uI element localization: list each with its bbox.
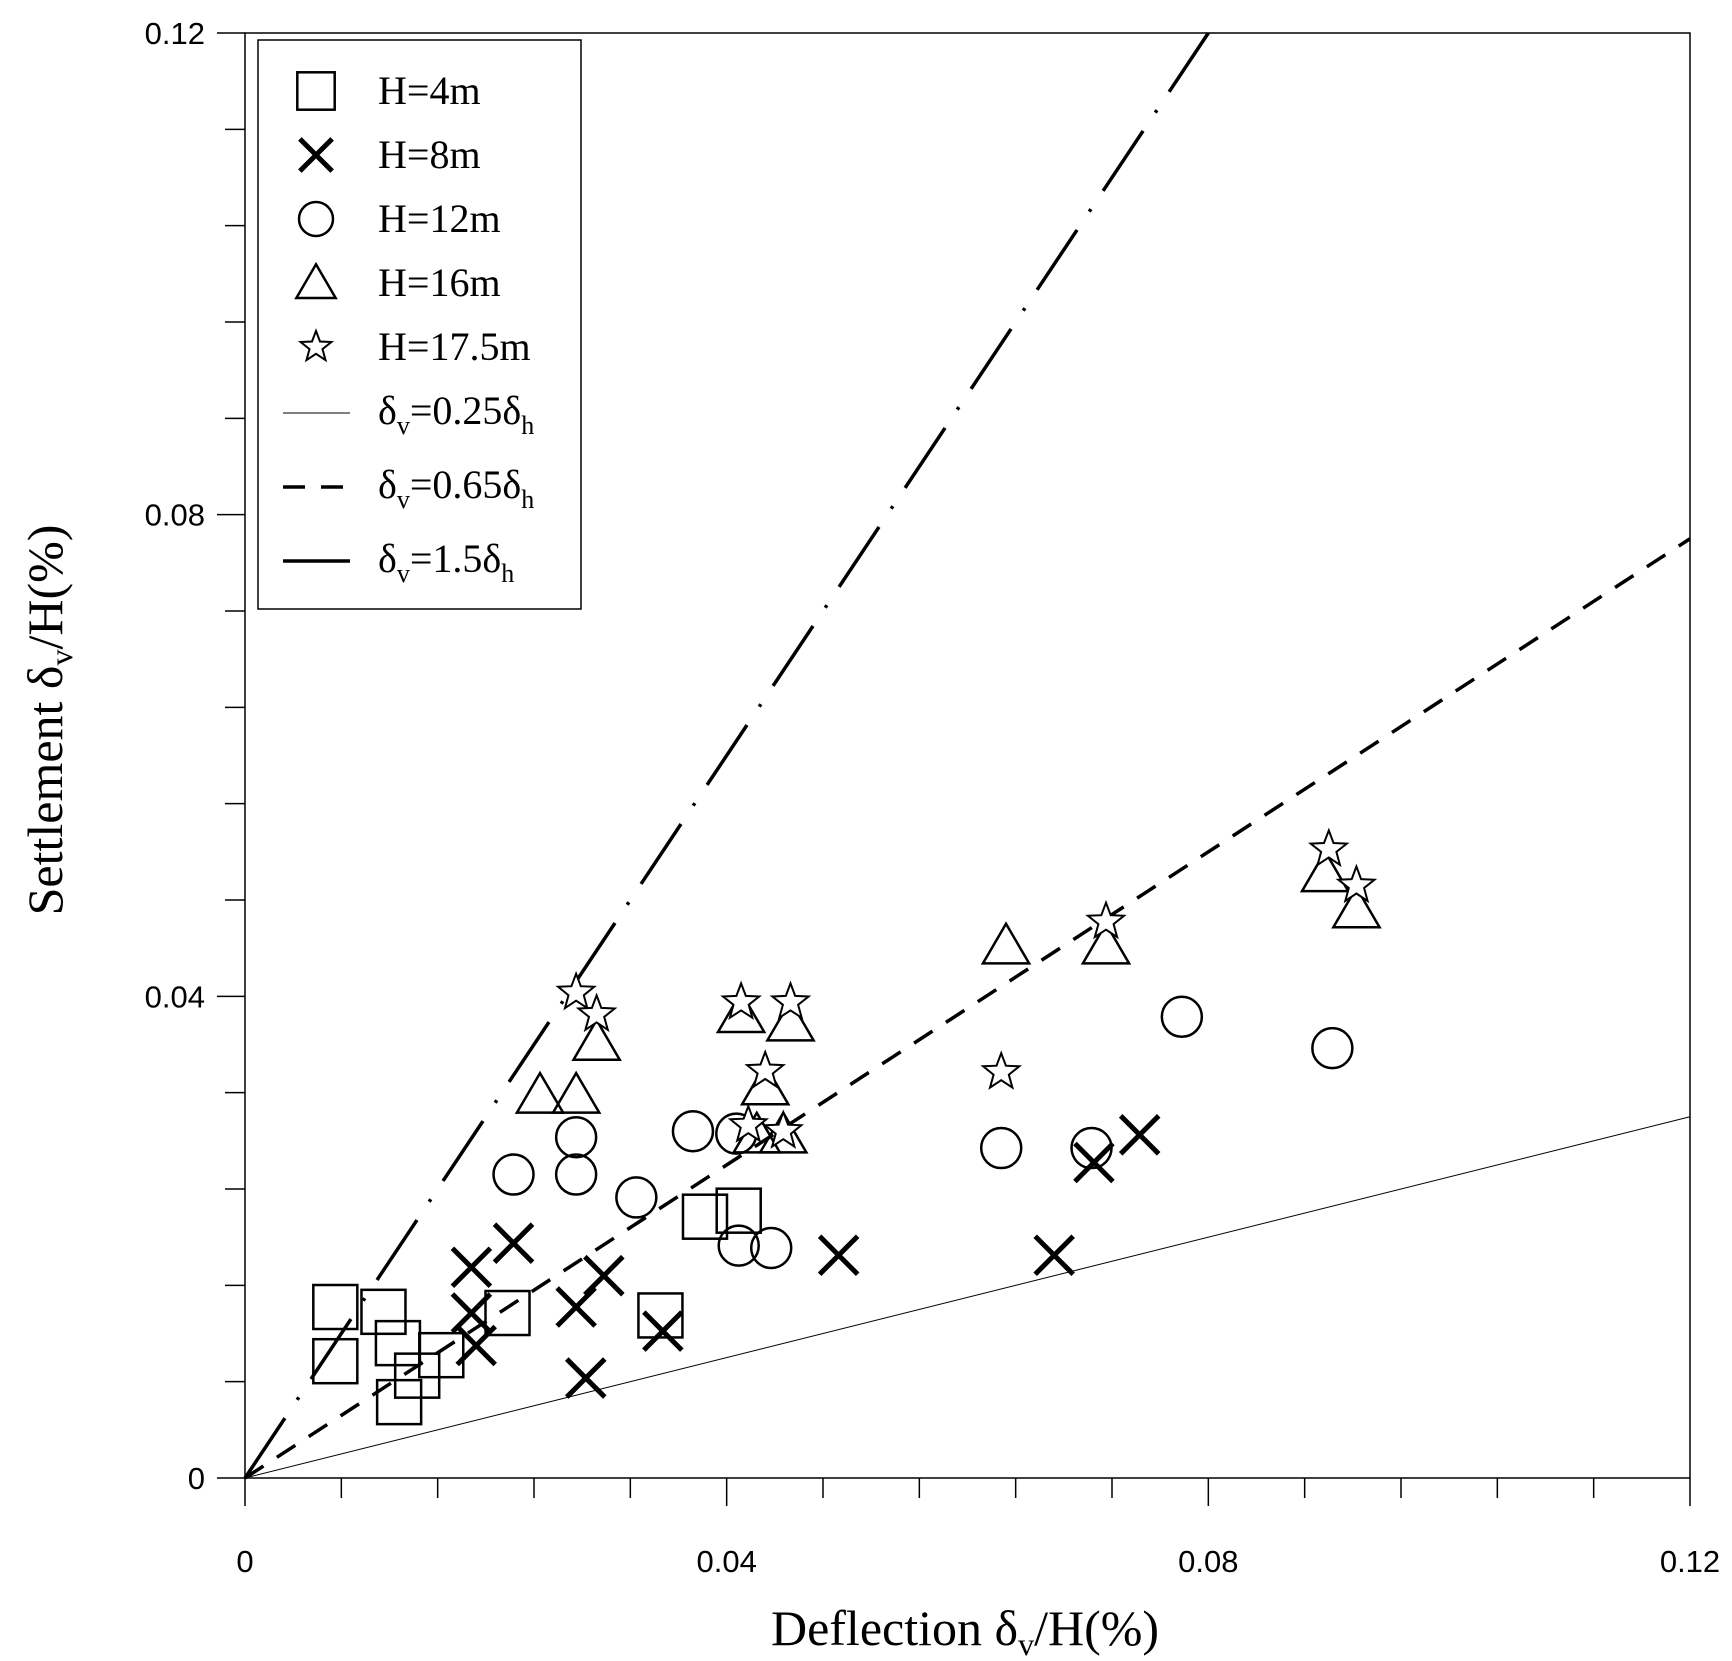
reference-line-thin bbox=[244, 1116, 1691, 1479]
plot-frame bbox=[244, 32, 1691, 1479]
x-tick-label: 0 bbox=[236, 1544, 253, 1579]
star-point bbox=[769, 980, 812, 1020]
x-point bbox=[450, 1246, 493, 1289]
x-point bbox=[817, 1234, 860, 1276]
star-point bbox=[1307, 827, 1350, 868]
x-tick-label: 0.04 bbox=[696, 1544, 756, 1579]
circle-point bbox=[492, 1153, 535, 1196]
square-point bbox=[312, 1283, 359, 1331]
square-point bbox=[484, 1289, 531, 1337]
triangle-point bbox=[550, 1070, 602, 1114]
circle-point bbox=[1160, 995, 1204, 1039]
x-point bbox=[583, 1254, 625, 1297]
square-point bbox=[715, 1187, 762, 1234]
triangle-point bbox=[1331, 885, 1382, 929]
circle-point bbox=[717, 1224, 760, 1267]
y-axis-ticks: 0 0.04 0.08 0.12 bbox=[145, 16, 245, 1496]
star-point bbox=[720, 980, 762, 1020]
circle-point bbox=[979, 1126, 1023, 1170]
square-point bbox=[393, 1352, 441, 1399]
x-point bbox=[565, 1357, 607, 1399]
legend-label-line-15: δv=1.5δh bbox=[378, 536, 514, 588]
star-point bbox=[727, 1103, 770, 1143]
x-tick-label: 0.12 bbox=[1660, 1544, 1720, 1579]
legend-label-h12: H=12m bbox=[378, 196, 501, 241]
circle-point bbox=[671, 1109, 715, 1153]
star-point bbox=[744, 1049, 787, 1089]
triangle-point bbox=[757, 1110, 809, 1154]
legend-label-h16: H=16m bbox=[378, 260, 501, 305]
x-point bbox=[1073, 1141, 1115, 1184]
square-point bbox=[374, 1319, 422, 1367]
legend-x-marker-icon bbox=[298, 137, 334, 173]
legend-x-symbol bbox=[298, 137, 334, 173]
legend-triangle-marker-icon bbox=[294, 261, 338, 300]
circle-point bbox=[554, 1115, 598, 1159]
star-point bbox=[575, 992, 618, 1033]
square-point bbox=[360, 1288, 407, 1336]
legend-box bbox=[257, 39, 582, 610]
x-point bbox=[492, 1222, 535, 1264]
triangle-point bbox=[980, 921, 1032, 965]
legend-triangle-symbol bbox=[294, 261, 338, 300]
legend-square-marker-icon bbox=[296, 71, 336, 111]
legend-star-symbol bbox=[297, 328, 335, 363]
circle-point bbox=[1311, 1026, 1354, 1070]
triangle-point bbox=[571, 1017, 622, 1061]
legend-label-h4: H=4m bbox=[378, 68, 481, 113]
x-point bbox=[555, 1286, 597, 1328]
reference-line-long-dash-dot bbox=[243, 32, 1210, 1479]
x-point bbox=[1033, 1234, 1075, 1276]
plot-border bbox=[244, 32, 1691, 1479]
x-axis-ticks: 0 0.04 0.08 0.12 bbox=[236, 1478, 1720, 1579]
star-point bbox=[1335, 863, 1378, 904]
square-point bbox=[418, 1331, 465, 1379]
square-point bbox=[375, 1378, 423, 1426]
circle-point bbox=[615, 1176, 658, 1219]
legend: H=4m H=8m H=12m H=16m H=17.5m δv=0.25δh … bbox=[257, 39, 582, 610]
triangle-point bbox=[514, 1070, 566, 1114]
data-markers bbox=[312, 827, 1382, 1426]
legend-circle-marker-icon bbox=[297, 200, 335, 238]
x-point bbox=[642, 1310, 684, 1352]
legend-circle-symbol bbox=[297, 200, 335, 238]
x-tick-label: 0.08 bbox=[1178, 1544, 1238, 1579]
y-tick-label: 0 bbox=[188, 1461, 205, 1496]
circle-point bbox=[749, 1226, 793, 1270]
star-point bbox=[980, 1050, 1023, 1090]
x-point bbox=[455, 1324, 497, 1367]
circle-point bbox=[1070, 1126, 1113, 1170]
reference-line-dashed bbox=[244, 537, 1691, 1480]
x-point bbox=[1118, 1114, 1161, 1156]
triangle-point bbox=[1080, 921, 1132, 965]
star-point bbox=[762, 1109, 804, 1149]
legend-star-marker-icon bbox=[297, 328, 335, 363]
legend-label-h8: H=8m bbox=[378, 132, 481, 177]
y-tick-label: 0.12 bbox=[145, 16, 205, 51]
y-axis-title: Settlement δv/H(%) bbox=[17, 525, 79, 916]
legend-label-line-025: δv=0.25δh bbox=[378, 388, 534, 440]
y-tick-label: 0.08 bbox=[145, 498, 205, 533]
legend-square-symbol bbox=[296, 71, 336, 111]
star-point bbox=[1085, 899, 1127, 940]
triangle-point bbox=[1299, 849, 1351, 893]
star-point bbox=[555, 970, 597, 1011]
y-tick-label: 0.04 bbox=[145, 979, 205, 1014]
triangle-point bbox=[765, 998, 816, 1042]
triangle-point bbox=[715, 989, 767, 1034]
x-axis-title: Deflection δv/H(%) bbox=[771, 1600, 1159, 1661]
square-point bbox=[312, 1337, 359, 1385]
circle-point bbox=[554, 1153, 598, 1196]
legend-label-line-065: δv=0.65δh bbox=[378, 462, 534, 514]
square-point bbox=[637, 1292, 684, 1339]
square-point bbox=[681, 1193, 729, 1240]
legend-label-h17-5: H=17.5m bbox=[378, 324, 531, 369]
